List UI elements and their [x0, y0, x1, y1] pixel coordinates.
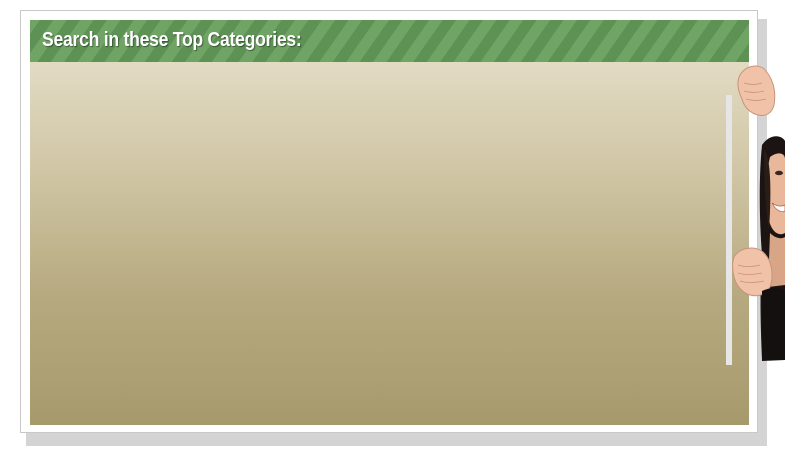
peeking-woman-illustration — [726, 65, 785, 365]
card-header: Search in these Top Categories: — [30, 20, 749, 62]
categories-panel — [30, 62, 749, 425]
top-categories-card: Search in these Top Categories: — [20, 10, 758, 433]
card-title: Search in these Top Categories: — [42, 29, 302, 51]
